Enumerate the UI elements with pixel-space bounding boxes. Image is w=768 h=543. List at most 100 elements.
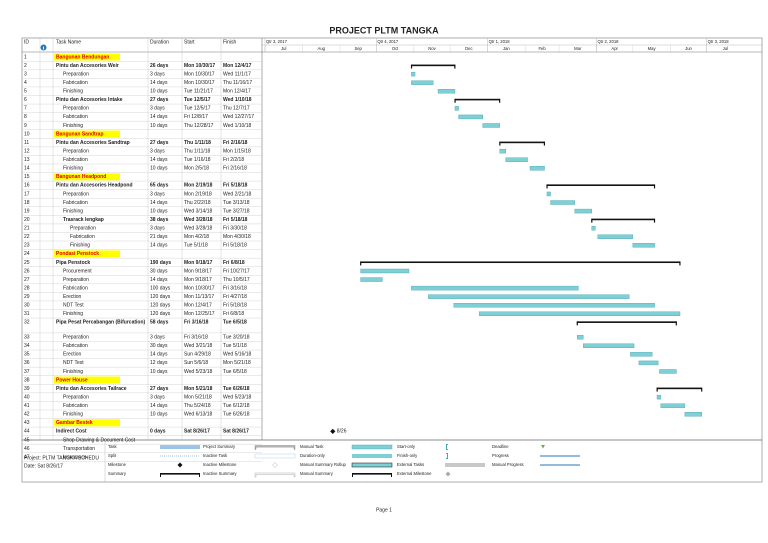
- task-start: Thu 12/28/17: [184, 123, 214, 129]
- legend-label: Start-only: [397, 444, 416, 449]
- task-name: Pintu dan Accesories Headpond: [56, 183, 133, 189]
- summary-cap: [675, 321, 677, 326]
- month-label: Sep: [354, 46, 362, 51]
- milestone-label: 8/26: [337, 429, 347, 435]
- section-name: Gambar Bestek: [56, 420, 93, 426]
- task-duration: 65 days: [150, 183, 169, 189]
- legend-label: Task: [108, 444, 118, 449]
- section-name: Power House: [56, 377, 88, 383]
- summary-bar: [577, 321, 677, 323]
- row-id: 14: [24, 166, 30, 172]
- task-finish: Thu 11/16/17: [223, 80, 252, 86]
- task-finish: Tue 6/12/18: [223, 403, 250, 409]
- task-finish: Tue 3/13/18: [223, 200, 250, 206]
- task-name: Transportation: [63, 446, 95, 452]
- month-label: Jan: [503, 46, 510, 51]
- task-name: Procurement: [63, 268, 92, 274]
- task-finish: Fri 6/8/18: [223, 311, 244, 317]
- row-id: 16: [24, 183, 30, 189]
- task-duration: 10 days: [150, 166, 168, 172]
- task-duration: 12 days: [150, 360, 168, 366]
- section-highlight: [54, 173, 120, 181]
- task-bar: [428, 294, 630, 299]
- row-id: 30: [24, 303, 30, 309]
- task-start: Mon 9/18/17: [184, 260, 213, 266]
- summary-bar: [657, 387, 702, 390]
- row-id: 10: [24, 131, 30, 137]
- task-duration: 14 days: [150, 277, 168, 283]
- task-finish: Tue 6/26/18: [223, 386, 250, 392]
- task-bar: [411, 80, 434, 85]
- task-bar: [458, 114, 484, 120]
- row-id: 25: [24, 260, 30, 266]
- task-name: Fabrication: [63, 157, 88, 163]
- task-name: Trasrack lengkap: [63, 217, 104, 223]
- row-id: 24: [24, 251, 30, 257]
- legend-label: Progress: [492, 453, 509, 458]
- task-finish: Fri 5/18/18: [223, 183, 248, 189]
- task-duration: 14 days: [150, 352, 168, 358]
- task-duration: 3 days: [150, 148, 165, 154]
- task-name: Fabrication: [63, 343, 88, 349]
- row-id: 19: [24, 208, 30, 214]
- row-id: 36: [24, 360, 30, 366]
- task-finish: Wed 1/10/18: [223, 123, 251, 129]
- task-start: Sun 4/29/18: [184, 352, 211, 358]
- legend-symbol: [541, 445, 545, 449]
- row-id: 27: [24, 277, 30, 283]
- task-duration: 14 days: [150, 200, 168, 206]
- task-name: Fabrication: [63, 114, 88, 120]
- task-start: Tue 12/5/17: [184, 106, 211, 112]
- task-finish: Mon 12/4/17: [223, 63, 252, 69]
- task-start: Wed 3/14/18: [184, 208, 212, 214]
- task-name: Preparation: [63, 106, 89, 112]
- task-finish: Fri 2/2/18: [223, 157, 244, 163]
- legend-label: Project Summary: [203, 444, 236, 449]
- task-name: Erection: [63, 352, 82, 358]
- summary-cap: [653, 184, 656, 189]
- row-id: 9: [24, 123, 27, 129]
- task-start: Fri 3/16/18: [184, 335, 208, 341]
- task-duration: 14 days: [150, 157, 168, 163]
- section-highlight: [54, 250, 120, 258]
- task-start: Mon 12/25/17: [184, 311, 215, 317]
- task-duration: 27 days: [150, 97, 169, 103]
- column-header: Task Name: [56, 39, 81, 45]
- task-duration: 14 days: [150, 114, 168, 120]
- row-id: 32: [24, 320, 30, 326]
- task-start: Thu 1/11/18: [184, 140, 211, 146]
- month-label: Nov: [428, 46, 436, 51]
- row-id: 45: [24, 437, 30, 443]
- task-duration: 27 days: [150, 140, 169, 146]
- task-name: Fabrication: [63, 80, 88, 86]
- legend-symbol: [351, 444, 393, 450]
- legend-label: Manual Task: [300, 444, 324, 449]
- row-id: 43: [24, 420, 30, 426]
- task-duration: 190 days: [150, 260, 171, 266]
- summary-cap: [546, 184, 548, 189]
- row-id: 6: [24, 97, 27, 103]
- legend-label: Finish-only: [397, 453, 418, 458]
- task-finish: Tue 6/26/18: [223, 412, 250, 418]
- row-id: 15: [24, 174, 30, 180]
- task-finish: Wed 11/1/17: [223, 71, 251, 77]
- month-label: Jul: [723, 46, 728, 51]
- row-id: 3: [24, 71, 27, 77]
- row-id: 31: [24, 311, 30, 317]
- task-duration: 26 days: [150, 63, 169, 69]
- row-id: 42: [24, 412, 30, 418]
- legend-project: Project: PLTM TANGKA SCHEDU: [24, 455, 99, 461]
- task-start: Mon 10/30/17: [184, 285, 215, 291]
- row-id: 12: [24, 148, 30, 154]
- task-start: Mon 10/30/17: [184, 63, 215, 69]
- task-finish: Fri 3/16/18: [223, 285, 247, 291]
- milestone: [330, 428, 336, 434]
- task-name: Insurrance: [63, 454, 87, 460]
- section-highlight: [54, 130, 120, 138]
- task-duration: 120 days: [150, 311, 171, 317]
- task-start: Mon 12/4/17: [184, 303, 212, 309]
- task-name: Finishing: [63, 166, 83, 172]
- row-id: 11: [24, 140, 29, 146]
- task-name: NDT Test: [63, 360, 84, 366]
- task-duration: 58 days: [150, 320, 169, 326]
